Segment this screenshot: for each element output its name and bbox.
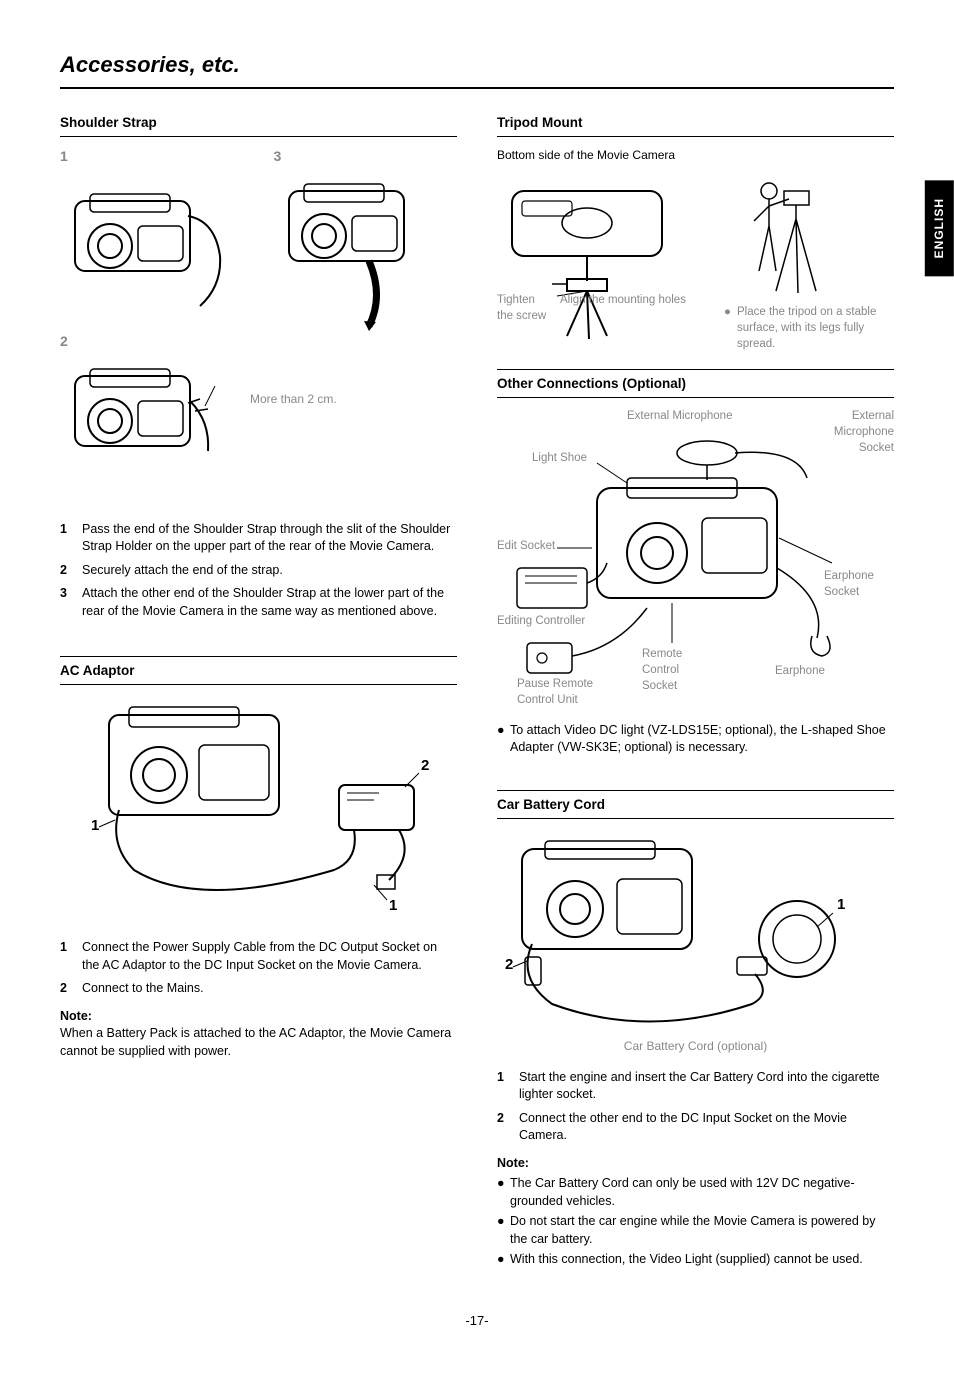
step-number: 2 xyxy=(60,980,74,998)
label-remote-control-socket: Remote Control Socket xyxy=(642,646,702,694)
section-ac-adaptor-title: AC Adaptor xyxy=(60,656,457,685)
bullet-icon: ● xyxy=(724,304,732,352)
label-external-mic: External Microphone xyxy=(627,408,732,424)
label-earphone: Earphone xyxy=(775,663,825,679)
label-editing-controller: Editing Controller xyxy=(497,613,585,629)
car-notes: ●The Car Battery Cord can only be used w… xyxy=(497,1175,894,1269)
list-item: ●The Car Battery Cord can only be used w… xyxy=(497,1175,894,1210)
section-other-connections-title: Other Connections (Optional) xyxy=(497,369,894,398)
figure-other-connections: External Microphone External Microphone … xyxy=(497,408,894,708)
page-number: -17- xyxy=(60,1312,894,1330)
svg-text:2: 2 xyxy=(421,757,429,774)
bullet-icon: ● xyxy=(497,1251,505,1269)
other-footnote: To attach Video DC light (VZ-LDS15E; opt… xyxy=(510,722,894,757)
bullet-icon: ● xyxy=(497,722,505,757)
section-shoulder-strap-title: Shoulder Strap xyxy=(60,109,457,137)
label-edit-socket: Edit Socket xyxy=(497,538,555,554)
note-text: The Car Battery Cord can only be used wi… xyxy=(510,1175,894,1210)
svg-text:1: 1 xyxy=(837,896,845,913)
car-battery-steps: 1Start the engine and insert the Car Bat… xyxy=(497,1069,894,1145)
step-text: Securely attach the end of the strap. xyxy=(82,562,283,580)
label-light-shoe: Light Shoe xyxy=(532,450,587,466)
list-item: 1Connect the Power Supply Cable from the… xyxy=(60,939,457,974)
list-item: 2 Securely attach the end of the strap. xyxy=(60,562,457,580)
shoulder-strap-steps: 1Pass the end of the Shoulder Strap thro… xyxy=(60,521,457,621)
note-text: With this connection, the Video Light (s… xyxy=(510,1251,863,1269)
label-pause-remote: Pause Remote Control Unit xyxy=(517,676,617,708)
step-text: Start the engine and insert the Car Batt… xyxy=(519,1069,894,1104)
step-text: Connect to the Mains. xyxy=(82,980,204,998)
label-tighten-screw: Tighten the screw xyxy=(497,292,552,324)
note-text: When a Battery Pack is attached to the A… xyxy=(60,1025,457,1060)
page-title: Accessories, etc. xyxy=(60,50,894,89)
step-text: Pass the end of the Shoulder Strap throu… xyxy=(82,521,457,556)
step-text: Attach the other end of the Shoulder Str… xyxy=(82,585,457,620)
svg-text:1: 1 xyxy=(91,817,99,834)
bullet-icon: ● xyxy=(497,1213,505,1248)
list-item: ●To attach Video DC light (VZ-LDS15E; op… xyxy=(497,722,894,757)
left-column: Shoulder Strap 1 xyxy=(60,109,457,1272)
bullet-icon: ● xyxy=(497,1175,505,1210)
list-item: 2 Connect to the Mains. xyxy=(60,980,457,998)
step-number: 1 xyxy=(497,1069,511,1104)
right-column: Tripod Mount Bottom side of the Movie Ca… xyxy=(497,109,894,1272)
step-number: 2 xyxy=(60,562,74,580)
step-text: Connect the Power Supply Cable from the … xyxy=(82,939,457,974)
figure-tripod: Tighten the screw Align the mounting hol… xyxy=(497,171,894,354)
language-tab: ENGLISH xyxy=(925,180,954,276)
caption-more-than-2cm: More than 2 cm. xyxy=(250,391,337,408)
step-number: 1 xyxy=(60,521,74,556)
step-number: 2 xyxy=(497,1110,511,1145)
fig-number: 3 xyxy=(274,147,458,167)
svg-text:2: 2 xyxy=(505,956,513,973)
label-align-holes: Align the mounting holes xyxy=(560,292,686,308)
list-item: ●Do not start the car engine while the M… xyxy=(497,1213,894,1248)
label-external-mic-socket: External Microphone Socket xyxy=(814,408,894,456)
ac-adaptor-steps: 1Connect the Power Supply Cable from the… xyxy=(60,939,457,998)
figure-shoulder-strap: 1 3 xyxy=(60,147,457,507)
tripod-caption-top: Bottom side of the Movie Camera xyxy=(497,147,894,164)
note-text: Do not start the car engine while the Mo… xyxy=(510,1213,894,1248)
section-tripod-title: Tripod Mount xyxy=(497,109,894,137)
list-item: 3Attach the other end of the Shoulder St… xyxy=(60,585,457,620)
list-item: 2Connect the other end to the DC Input S… xyxy=(497,1110,894,1145)
step-number: 1 xyxy=(60,939,74,974)
label-earphone-socket: Earphone Socket xyxy=(824,568,894,600)
figure-car-battery: 1 2 Car Battery Cord (optional) xyxy=(497,829,894,1055)
list-item: ●Place the tripod on a stable surface, w… xyxy=(724,304,894,352)
svg-text:1: 1 xyxy=(389,897,397,914)
list-item: 1Start the engine and insert the Car Bat… xyxy=(497,1069,894,1104)
note-heading: Note: xyxy=(497,1155,894,1173)
note-heading: Note: xyxy=(60,1008,457,1026)
section-car-battery-title: Car Battery Cord xyxy=(497,790,894,819)
caption-car-cord: Car Battery Cord (optional) xyxy=(497,1038,894,1055)
fig-number: 1 xyxy=(60,147,244,167)
figure-ac-adaptor: 1 2 1 xyxy=(60,695,457,925)
fig-number: 2 xyxy=(60,332,240,352)
step-text: Connect the other end to the DC Input So… xyxy=(519,1110,894,1145)
list-item: ● With this connection, the Video Light (… xyxy=(497,1251,894,1269)
list-item: 1Pass the end of the Shoulder Strap thro… xyxy=(60,521,457,556)
tripod-bullet: Place the tripod on a stable surface, wi… xyxy=(737,304,894,352)
step-number: 3 xyxy=(60,585,74,620)
